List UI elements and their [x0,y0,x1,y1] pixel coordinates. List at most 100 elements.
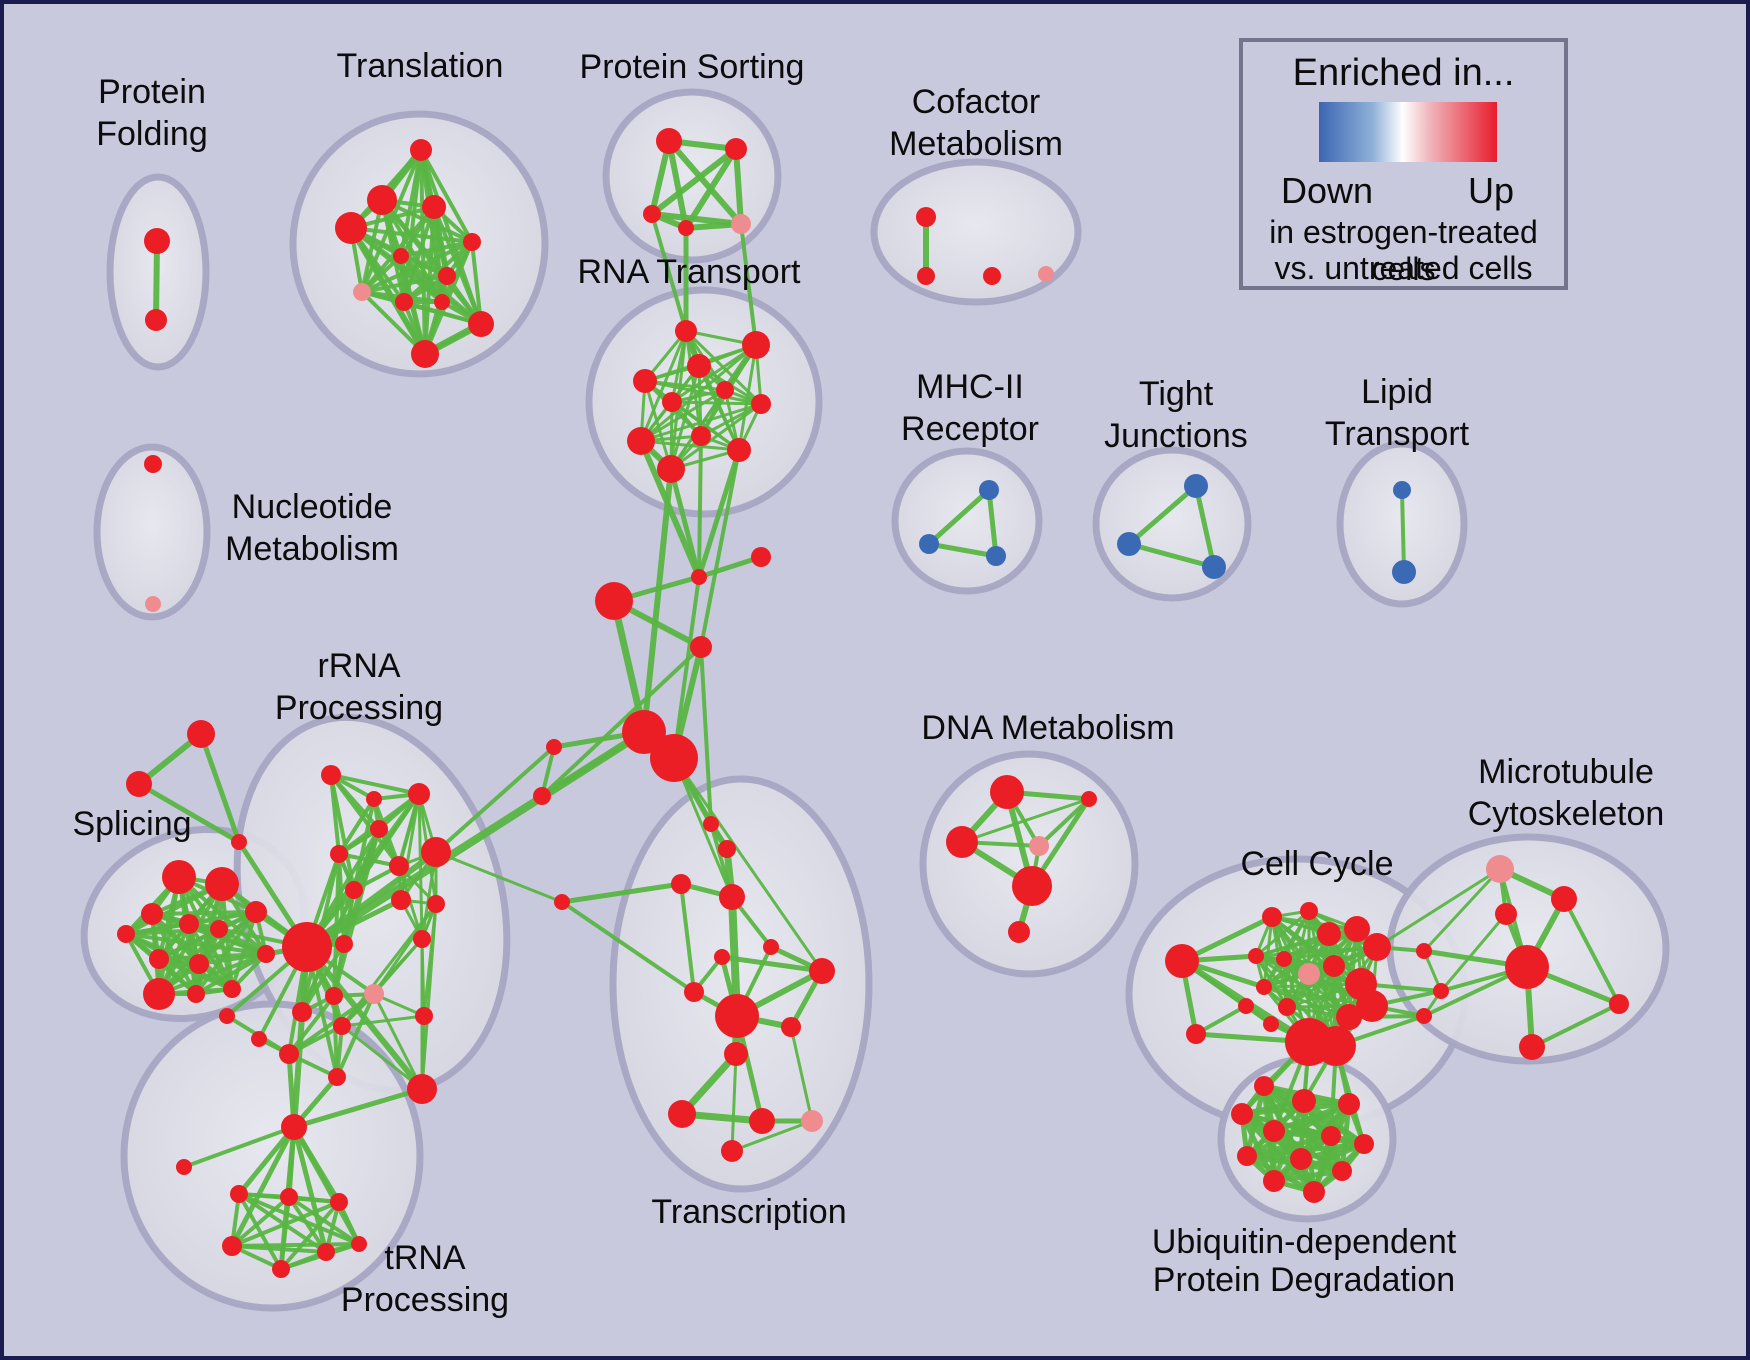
network-node-t7[interactable] [353,283,371,301]
network-node-cc2[interactable] [1300,902,1318,920]
network-node-r0[interactable] [675,320,697,342]
network-node-x2[interactable] [1416,1008,1432,1024]
network-node-t1[interactable] [367,185,397,215]
network-node-tn0[interactable] [230,1185,248,1203]
network-node-x1[interactable] [1433,983,1449,999]
network-node-s2[interactable] [141,903,163,925]
network-node-d5[interactable] [1008,921,1030,943]
network-node-s7[interactable] [189,954,209,974]
network-node-tj0[interactable] [1184,474,1208,498]
network-node-s9[interactable] [187,985,205,1003]
network-node-x0[interactable] [1416,943,1432,959]
network-node-tr13[interactable] [721,1140,743,1162]
network-node-u10[interactable] [1263,1170,1285,1192]
network-node-nm0[interactable] [144,455,162,473]
network-node-s5[interactable] [210,920,228,938]
network-node-mc0[interactable] [1551,886,1577,912]
network-node-t0[interactable] [410,139,432,161]
network-node-ps2[interactable] [643,205,661,223]
network-node-rr1[interactable] [366,791,382,807]
network-node-tr12[interactable] [801,1110,823,1132]
network-node-u3[interactable] [1231,1103,1253,1125]
network-node-r1[interactable] [742,331,770,359]
network-node-u5[interactable] [1321,1126,1341,1146]
network-node-cf3[interactable] [1038,266,1054,282]
network-node-r10[interactable] [657,455,685,483]
network-node-rr10[interactable] [335,935,353,953]
network-node-rr13[interactable] [292,1002,312,1022]
network-node-r2[interactable] [687,354,711,378]
network-node-r7[interactable] [627,427,655,455]
network-node-rr22[interactable] [328,1068,346,1086]
network-node-r9[interactable] [727,438,751,462]
network-node-cf1[interactable] [917,267,935,285]
network-node-tr10[interactable] [668,1100,696,1128]
network-node-cc6[interactable] [1248,948,1264,964]
network-node-cf2[interactable] [983,267,1001,285]
network-node-sp0[interactable] [187,720,215,748]
network-node-tn5[interactable] [272,1260,290,1278]
network-node-ps1[interactable] [725,138,747,160]
network-node-rr6[interactable] [389,856,409,876]
network-node-r3[interactable] [633,369,657,393]
network-node-t10[interactable] [468,311,494,337]
network-node-t11[interactable] [411,340,439,368]
network-node-rr11[interactable] [413,930,431,948]
network-node-d4[interactable] [1012,866,1052,906]
network-node-u11[interactable] [1303,1181,1325,1203]
network-node-cc14[interactable] [1263,1016,1279,1032]
network-node-s3[interactable] [117,925,135,943]
network-node-tn6[interactable] [351,1236,367,1252]
network-node-u4[interactable] [1263,1120,1285,1142]
network-node-m1[interactable] [919,534,939,554]
network-node-tr0[interactable] [703,816,719,832]
network-node-rr8[interactable] [391,890,411,910]
network-node-s10[interactable] [223,980,241,998]
network-node-rr3[interactable] [370,820,388,838]
network-node-rr2[interactable] [408,783,430,805]
network-node-cc3[interactable] [1317,922,1341,946]
network-node-mcp[interactable] [1486,855,1514,883]
network-node-u8[interactable] [1290,1148,1312,1170]
network-node-s8[interactable] [143,978,175,1010]
network-node-cc4[interactable] [1344,916,1370,942]
network-node-ps3[interactable] [678,220,694,236]
network-node-ps4[interactable] [731,214,751,234]
network-node-tj2[interactable] [1202,555,1226,579]
network-node-rr21[interactable] [407,1074,437,1104]
network-node-nm1[interactable] [145,596,161,612]
network-node-tr5[interactable] [763,939,779,955]
network-node-rr4[interactable] [421,837,451,867]
network-node-tn1[interactable] [280,1188,298,1206]
network-node-tr8[interactable] [781,1017,801,1037]
network-node-s6[interactable] [149,949,169,969]
network-node-r5[interactable] [716,381,734,399]
network-node-d1[interactable] [1081,791,1097,807]
network-node-t2[interactable] [422,195,446,219]
network-node-m0[interactable] [979,480,999,500]
network-node-u9[interactable] [1332,1161,1352,1181]
network-node-cc8[interactable] [1323,955,1345,977]
network-node-t9[interactable] [434,294,450,310]
network-node-t5[interactable] [393,248,409,264]
network-node-c3[interactable] [690,636,712,658]
network-node-rr9[interactable] [427,895,445,913]
network-node-cc7[interactable] [1276,951,1292,967]
network-node-tn3[interactable] [222,1236,242,1256]
network-node-sp2[interactable] [231,834,247,850]
network-node-mc3[interactable] [1519,1034,1545,1060]
network-node-h2[interactable] [650,734,698,782]
network-node-rr0[interactable] [321,765,341,785]
network-node-c2[interactable] [595,582,633,620]
network-node-tr3[interactable] [719,884,745,910]
network-node-ccp[interactable] [1298,963,1320,985]
network-node-tn4[interactable] [317,1243,335,1261]
network-node-tr6[interactable] [809,958,835,984]
network-node-mc1[interactable] [1495,903,1517,925]
network-node-tn2[interactable] [330,1193,348,1211]
network-node-tnh[interactable] [281,1114,307,1140]
network-node-cc0[interactable] [1165,944,1199,978]
network-node-s12[interactable] [257,945,275,963]
network-node-u0[interactable] [1254,1076,1274,1096]
network-node-s1[interactable] [205,867,239,901]
